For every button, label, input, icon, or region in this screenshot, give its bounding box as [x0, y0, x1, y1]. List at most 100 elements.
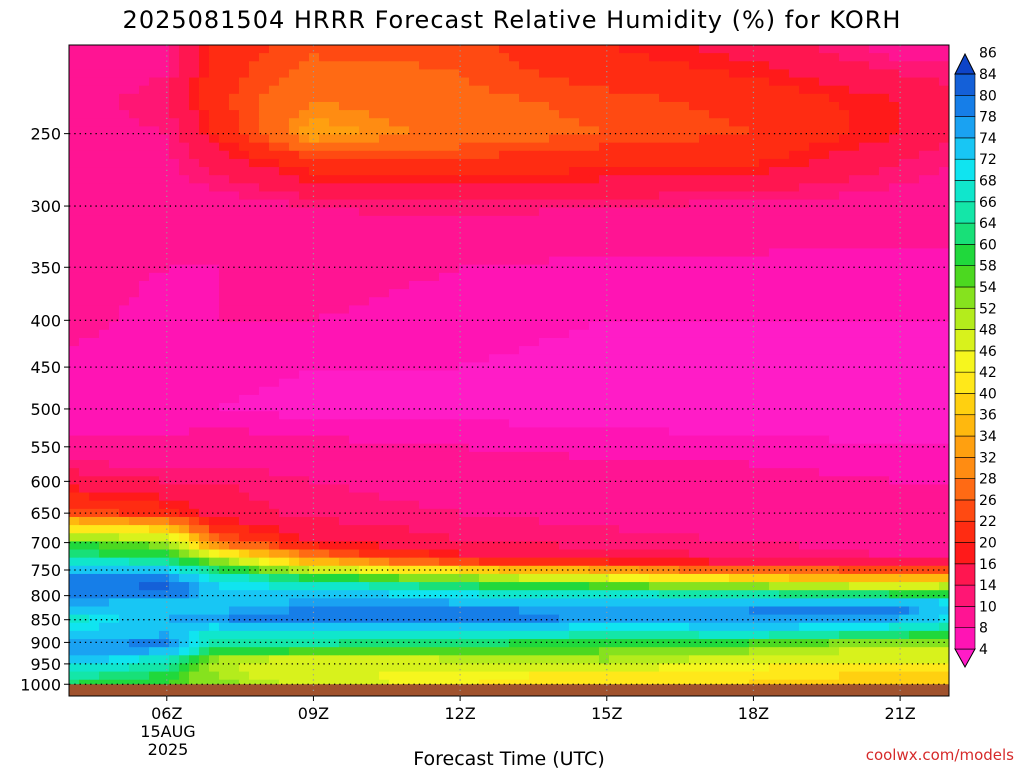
rh-cell — [289, 297, 300, 306]
rh-cell — [239, 354, 250, 363]
rh-cell — [609, 484, 620, 494]
rh-cell — [159, 126, 170, 136]
rh-cell — [589, 150, 600, 160]
rh-cell — [709, 337, 720, 347]
rh-cell — [189, 337, 200, 347]
rh-cell — [289, 321, 300, 331]
rh-cell — [389, 484, 400, 494]
rh-cell — [219, 354, 230, 363]
rh-cell — [99, 394, 110, 404]
rh-cell — [679, 134, 690, 144]
rh-cell — [569, 435, 580, 445]
rh-cell — [229, 126, 240, 136]
rh-cell — [309, 313, 320, 323]
rh-cell — [289, 61, 300, 71]
rh-cell — [189, 93, 200, 103]
rh-cell — [429, 403, 440, 412]
rh-cell — [439, 150, 450, 160]
rh-cell — [629, 101, 640, 111]
rh-cell — [529, 378, 540, 388]
rh-cell — [869, 394, 880, 404]
rh-cell — [179, 451, 190, 461]
rh-cell — [559, 468, 570, 477]
rh-cell — [549, 69, 560, 79]
rh-cell — [539, 346, 550, 355]
rh-cell — [619, 476, 630, 486]
rh-cell — [479, 167, 490, 176]
rh-cell — [249, 443, 260, 453]
rh-cell — [939, 101, 949, 111]
rh-cell — [209, 280, 220, 290]
rh-cell — [699, 386, 710, 396]
rh-cell — [779, 346, 790, 355]
rh-cell — [439, 215, 450, 225]
rh-cell — [899, 240, 910, 250]
rh-cell — [589, 183, 600, 193]
rh-cell — [209, 240, 220, 250]
rh-cell — [99, 305, 110, 315]
rh-cell — [879, 337, 890, 347]
rh-cell — [89, 329, 100, 339]
rh-cell — [399, 110, 410, 119]
rh-cell — [269, 134, 280, 144]
rh-cell — [429, 240, 440, 250]
rh-cell — [349, 142, 360, 152]
rh-cell — [619, 500, 630, 510]
rh-cell — [459, 370, 470, 380]
rh-cell — [599, 468, 610, 477]
rh-cell — [649, 346, 660, 355]
rh-cell — [729, 329, 740, 339]
rh-cell — [109, 411, 120, 420]
rh-cell — [559, 134, 570, 144]
rh-cell — [89, 500, 100, 510]
rh-cell — [599, 248, 610, 258]
rh-cell — [149, 272, 160, 282]
rh-cell — [349, 167, 360, 176]
rh-cell — [239, 158, 250, 168]
rh-cell — [619, 411, 630, 420]
rh-cell — [229, 256, 240, 266]
rh-cell — [249, 419, 260, 429]
rh-heatmap-cells — [69, 45, 949, 696]
rh-cell — [889, 77, 900, 87]
rh-cell — [169, 476, 180, 486]
rh-cell — [739, 337, 750, 347]
rh-cell — [459, 134, 470, 144]
rh-cell — [879, 403, 890, 412]
rh-cell — [549, 53, 560, 62]
rh-cell — [289, 500, 300, 510]
rh-cell — [189, 248, 200, 258]
rh-cell — [379, 362, 390, 372]
rh-cell — [599, 167, 610, 176]
rh-cell — [529, 224, 540, 233]
rh-cell — [619, 215, 630, 225]
rh-cell — [239, 69, 250, 79]
rh-cell — [79, 403, 90, 412]
rh-cell — [789, 126, 800, 136]
rh-cell — [169, 443, 180, 453]
rh-cell — [279, 256, 290, 266]
rh-cell — [419, 77, 430, 87]
rh-cell — [739, 403, 750, 412]
rh-cell — [139, 297, 150, 306]
rh-cell — [789, 175, 800, 184]
rh-cell — [449, 101, 460, 111]
rh-cell — [179, 419, 190, 429]
rh-cell — [559, 69, 570, 79]
rh-cell — [869, 321, 880, 331]
rh-cell — [589, 484, 600, 494]
rh-cell — [489, 272, 500, 282]
rh-cell — [889, 451, 900, 461]
rh-cell — [139, 492, 150, 502]
rh-cell — [929, 175, 940, 184]
rh-cell — [799, 53, 810, 62]
rh-cell — [779, 435, 790, 445]
rh-cell — [79, 313, 90, 323]
rh-cell — [149, 77, 160, 87]
rh-cell — [749, 77, 760, 87]
rh-cell — [709, 199, 720, 209]
rh-cell — [349, 500, 360, 510]
rh-cell — [789, 492, 800, 502]
rh-cell — [679, 305, 690, 315]
rh-cell — [739, 346, 750, 355]
